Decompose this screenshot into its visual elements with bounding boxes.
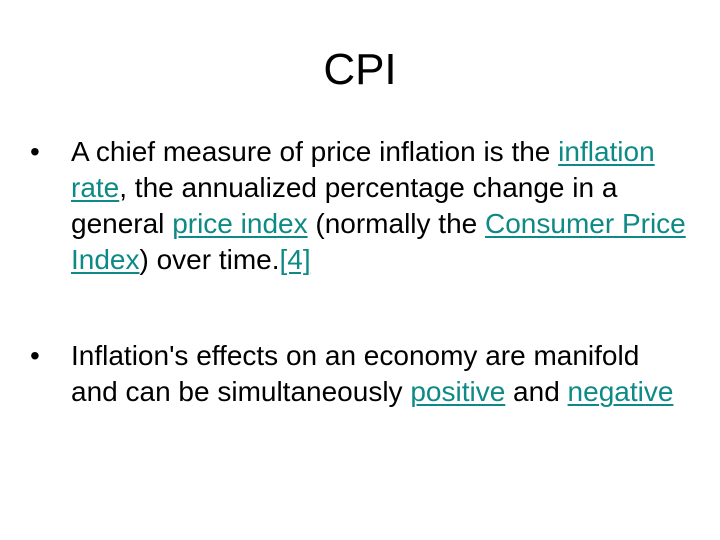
bullet-text: Inflation's effects on an economy are ma…: [71, 340, 640, 407]
bullet-mark: •: [30, 136, 40, 167]
link-price-index[interactable]: price index: [172, 208, 308, 239]
bullet-text: ) over time.: [139, 244, 280, 275]
link-inflation-rate[interactable]: inflation rate: [71, 136, 655, 203]
slide-title: CPI: [323, 45, 397, 94]
bullet-text: , the annualized percentage change in a …: [71, 172, 618, 239]
bullet-text: A chief measure of price inflation is th…: [71, 136, 559, 167]
bullet-item-2: • Inflation's effects on an economy are m…: [30, 338, 690, 410]
link-positive[interactable]: positive: [410, 376, 506, 407]
bullet-item-1: • A chief measure of price inflation is t…: [30, 134, 690, 278]
link-consumer-price-index[interactable]: Consumer Price Index: [71, 208, 686, 275]
bullet-text: and: [505, 376, 568, 407]
bullet-mark: •: [30, 340, 40, 371]
bullet-text: (normally the: [307, 208, 485, 239]
bullet-list: • A chief measure of price inflation is t…: [30, 134, 690, 410]
link-reference-4[interactable]: [4]: [279, 244, 311, 275]
link-negative[interactable]: negative: [567, 376, 674, 407]
